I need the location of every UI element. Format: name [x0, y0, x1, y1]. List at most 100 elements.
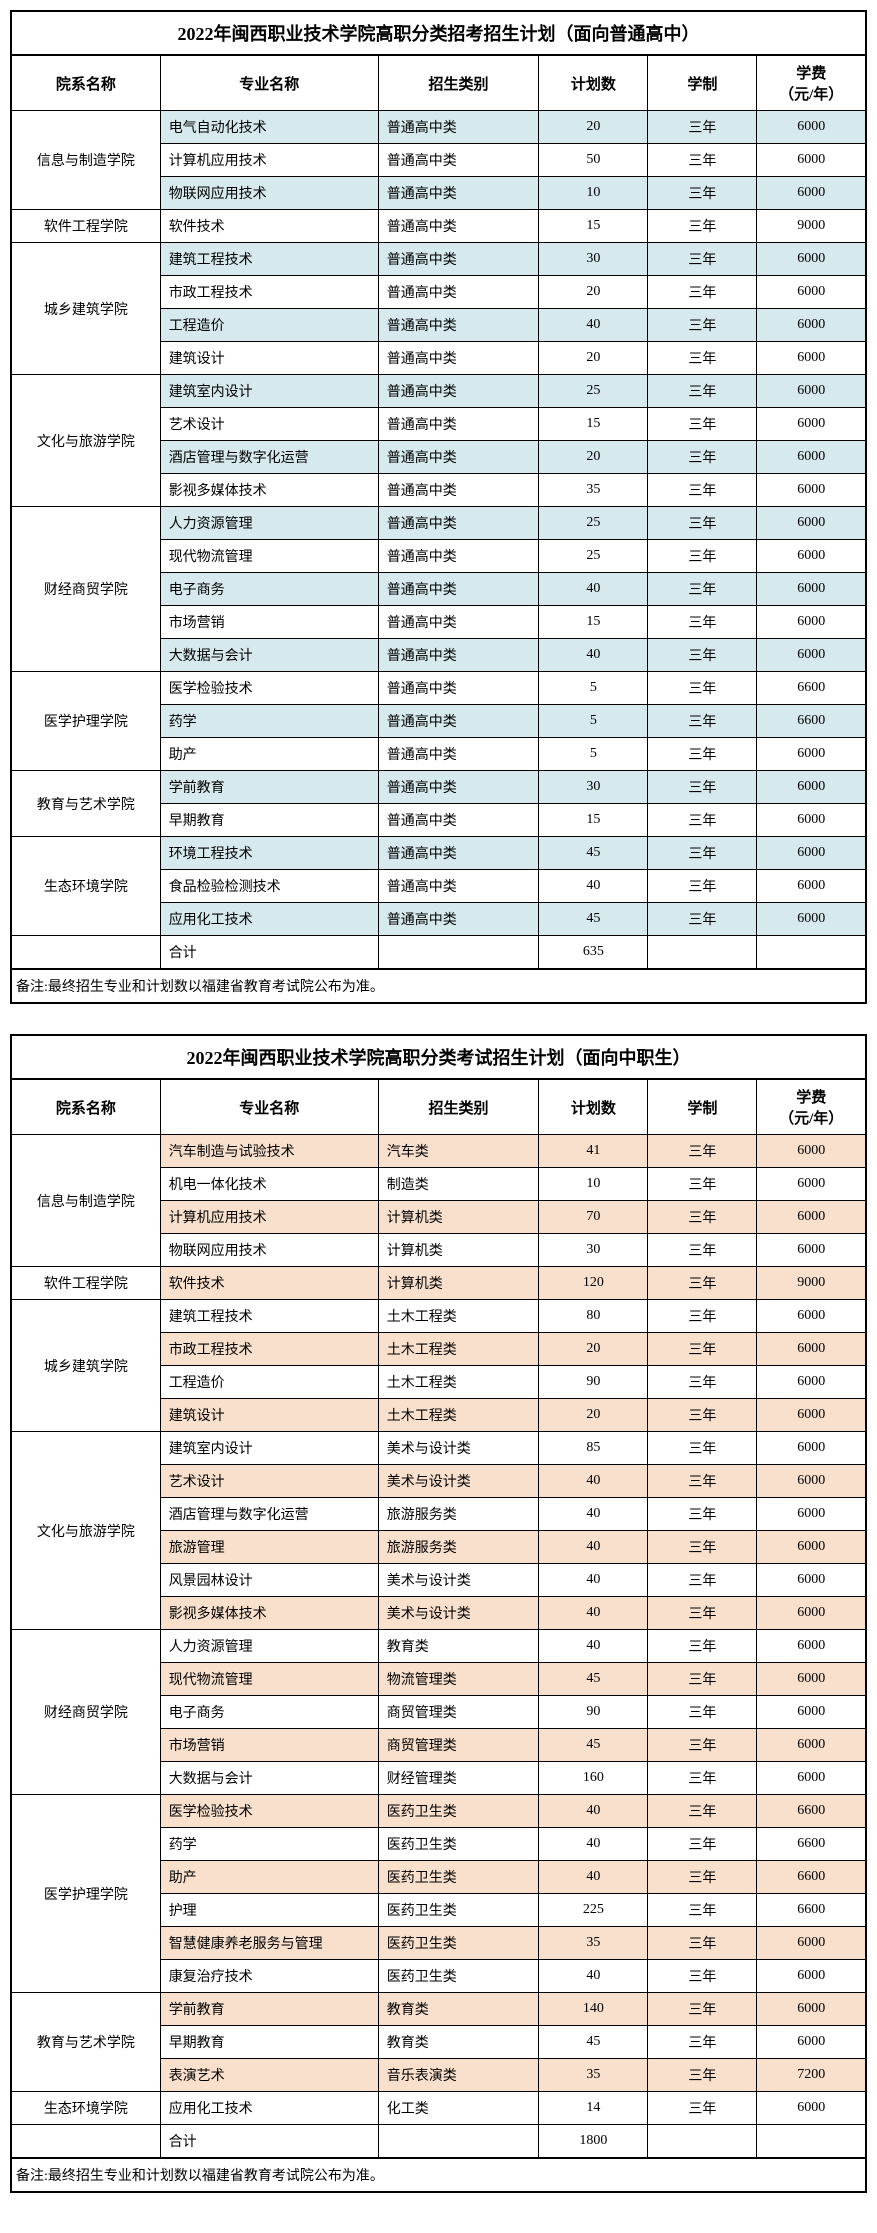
category-cell: 计算机类 [378, 1234, 539, 1267]
plan-cell: 35 [539, 2059, 648, 2092]
category-cell: 普通高中类 [378, 606, 539, 639]
table-row: 生态环境学院环境工程技术普通高中类45三年6000 [11, 837, 866, 870]
duration-cell: 三年 [648, 573, 757, 606]
dept-cell: 文化与旅游学院 [11, 375, 160, 507]
plan-cell: 120 [539, 1267, 648, 1300]
total-plan: 635 [539, 936, 648, 970]
fee-cell: 6000 [757, 309, 866, 342]
plan-cell: 5 [539, 672, 648, 705]
major-cell: 建筑工程技术 [160, 243, 378, 276]
category-cell: 普通高中类 [378, 672, 539, 705]
duration-cell: 三年 [648, 1432, 757, 1465]
fee-cell: 6600 [757, 1861, 866, 1894]
major-cell: 软件技术 [160, 210, 378, 243]
major-cell: 酒店管理与数字化运营 [160, 441, 378, 474]
duration-cell: 三年 [648, 1927, 757, 1960]
fee-cell: 6000 [757, 2026, 866, 2059]
category-cell: 普通高中类 [378, 837, 539, 870]
table-row: 财经商贸学院人力资源管理教育类40三年6000 [11, 1630, 866, 1663]
duration-cell: 三年 [648, 1465, 757, 1498]
major-cell: 市政工程技术 [160, 276, 378, 309]
category-cell: 普通高中类 [378, 375, 539, 408]
column-header: 专业名称 [160, 55, 378, 111]
fee-cell: 6000 [757, 2092, 866, 2125]
dept-cell: 财经商贸学院 [11, 507, 160, 672]
major-cell: 影视多媒体技术 [160, 1597, 378, 1630]
category-cell: 普通高中类 [378, 738, 539, 771]
plan-cell: 14 [539, 2092, 648, 2125]
duration-cell: 三年 [648, 408, 757, 441]
duration-cell: 三年 [648, 1498, 757, 1531]
plan-cell: 50 [539, 144, 648, 177]
fee-cell: 6000 [757, 540, 866, 573]
dept-cell: 城乡建筑学院 [11, 243, 160, 375]
fee-cell: 6000 [757, 1498, 866, 1531]
fee-cell: 6000 [757, 1531, 866, 1564]
fee-cell: 6600 [757, 1795, 866, 1828]
category-cell: 医药卫生类 [378, 1894, 539, 1927]
plan-cell: 45 [539, 2026, 648, 2059]
category-cell: 医药卫生类 [378, 1795, 539, 1828]
duration-cell: 三年 [648, 639, 757, 672]
plan-cell: 40 [539, 1531, 648, 1564]
major-cell: 学前教育 [160, 1993, 378, 2026]
dept-cell: 文化与旅游学院 [11, 1432, 160, 1630]
plan-cell: 30 [539, 243, 648, 276]
total-dur-blank [648, 936, 757, 970]
major-cell: 现代物流管理 [160, 1663, 378, 1696]
fee-cell: 6000 [757, 276, 866, 309]
fee-cell: 6000 [757, 738, 866, 771]
category-cell: 美术与设计类 [378, 1564, 539, 1597]
major-cell: 表演艺术 [160, 2059, 378, 2092]
category-cell: 土木工程类 [378, 1366, 539, 1399]
plan-cell: 10 [539, 177, 648, 210]
major-cell: 医学检验技术 [160, 1795, 378, 1828]
footnote: 备注:最终招生专业和计划数以福建省教育考试院公布为准。 [11, 2158, 866, 2192]
plan-cell: 25 [539, 375, 648, 408]
dept-cell: 医学护理学院 [11, 1795, 160, 1993]
duration-cell: 三年 [648, 1795, 757, 1828]
plan-cell: 10 [539, 1168, 648, 1201]
fee-cell: 6000 [757, 1696, 866, 1729]
plan-cell: 20 [539, 1399, 648, 1432]
duration-cell: 三年 [648, 1168, 757, 1201]
major-cell: 护理 [160, 1894, 378, 1927]
fee-cell: 6000 [757, 1960, 866, 1993]
plan-cell: 41 [539, 1135, 648, 1168]
duration-cell: 三年 [648, 1894, 757, 1927]
category-cell: 医药卫生类 [378, 1861, 539, 1894]
fee-cell: 6000 [757, 639, 866, 672]
dept-cell: 财经商贸学院 [11, 1630, 160, 1795]
dept-cell: 信息与制造学院 [11, 1135, 160, 1267]
fee-cell: 6000 [757, 144, 866, 177]
fee-cell: 6000 [757, 1333, 866, 1366]
plan-cell: 45 [539, 837, 648, 870]
category-cell: 计算机类 [378, 1201, 539, 1234]
duration-cell: 三年 [648, 210, 757, 243]
fee-cell: 6000 [757, 1630, 866, 1663]
column-header: 计划数 [539, 55, 648, 111]
plan-cell: 40 [539, 1828, 648, 1861]
table-row: 医学护理学院医学检验技术医药卫生类40三年6600 [11, 1795, 866, 1828]
category-cell: 普通高中类 [378, 309, 539, 342]
plan-cell: 40 [539, 1861, 648, 1894]
plan-cell: 40 [539, 1465, 648, 1498]
major-cell: 市政工程技术 [160, 1333, 378, 1366]
total-blank [11, 936, 160, 970]
tables-root: 2022年闽西职业技术学院高职分类招考招生计划（面向普通高中）院系名称专业名称招… [10, 10, 867, 2193]
fee-cell: 6000 [757, 1465, 866, 1498]
major-cell: 学前教育 [160, 771, 378, 804]
major-cell: 酒店管理与数字化运营 [160, 1498, 378, 1531]
fee-cell: 9000 [757, 1267, 866, 1300]
fee-cell: 6000 [757, 441, 866, 474]
duration-cell: 三年 [648, 2026, 757, 2059]
category-cell: 普通高中类 [378, 540, 539, 573]
dept-cell: 生态环境学院 [11, 837, 160, 936]
category-cell: 美术与设计类 [378, 1432, 539, 1465]
plan-cell: 30 [539, 1234, 648, 1267]
major-cell: 智慧健康养老服务与管理 [160, 1927, 378, 1960]
column-header: 计划数 [539, 1079, 648, 1135]
major-cell: 电子商务 [160, 573, 378, 606]
major-cell: 药学 [160, 1828, 378, 1861]
fee-cell: 6000 [757, 1993, 866, 2026]
